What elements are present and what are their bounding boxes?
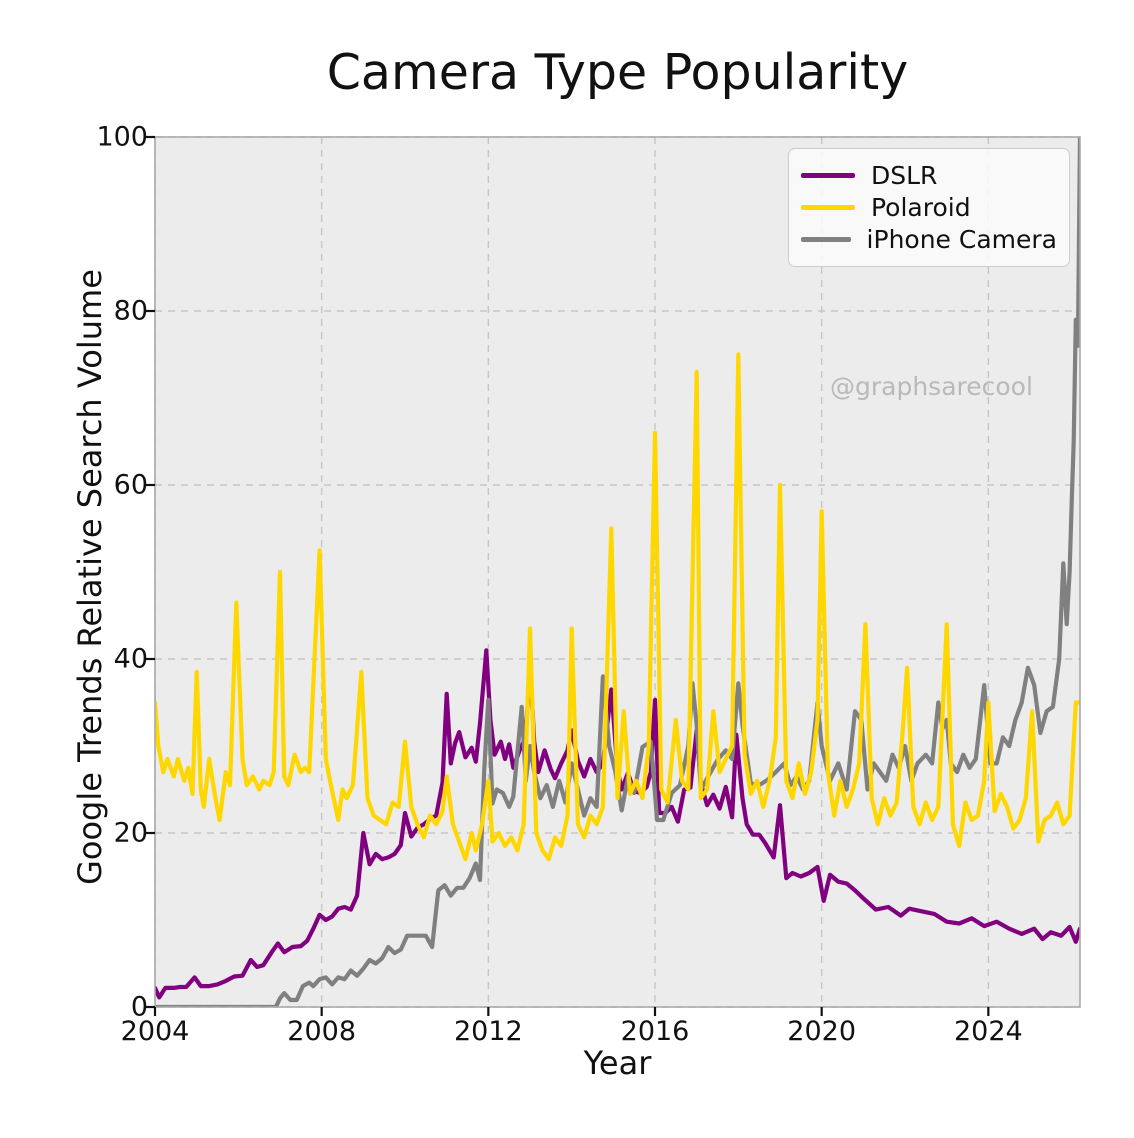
legend-row: iPhone Camera (801, 224, 1057, 256)
tick-marks (146, 135, 990, 1016)
legend-label: iPhone Camera (866, 225, 1057, 255)
chart-title: Camera Type Popularity (326, 44, 909, 101)
y-axis-label: Google Trends Relative Search Volume (71, 269, 109, 885)
series-line-iphone-camera (155, 137, 1080, 1007)
watermark-text: @graphsarecool (830, 372, 1033, 401)
x-tick-label: 2024 (953, 1016, 1023, 1047)
series-line-dslr (155, 648, 1080, 1000)
x-tick-label: 2004 (120, 1016, 190, 1047)
y-tick-label: 40 (113, 643, 148, 675)
series-lines (155, 137, 1080, 1007)
x-tick-label: 2012 (453, 1016, 523, 1047)
legend-line-swatch (801, 237, 851, 243)
plot-background (155, 137, 1080, 1007)
legend-label: DSLR (871, 160, 938, 190)
plot-border (154, 136, 1081, 1008)
legend-line-swatch (801, 172, 855, 178)
legend-line-swatch (801, 204, 855, 210)
legend-label: Polaroid (871, 192, 971, 222)
y-tick-label: 100 (96, 121, 148, 153)
legend: DSLR Polaroid iPhone Camera (788, 148, 1070, 267)
y-tick-label: 0 (130, 991, 148, 1023)
x-tick-label: 2020 (787, 1016, 857, 1047)
x-tick-label: 2008 (287, 1016, 357, 1047)
y-tick-label: 20 (113, 817, 148, 849)
y-tick-label: 60 (113, 469, 148, 501)
series-line-polaroid (155, 352, 1080, 862)
x-axis-label: Year (583, 1044, 652, 1082)
y-tick-label: 80 (113, 295, 148, 327)
legend-row: Polaroid (801, 191, 1057, 223)
legend-row: DSLR (801, 159, 1057, 191)
x-tick-label: 2016 (620, 1016, 690, 1047)
